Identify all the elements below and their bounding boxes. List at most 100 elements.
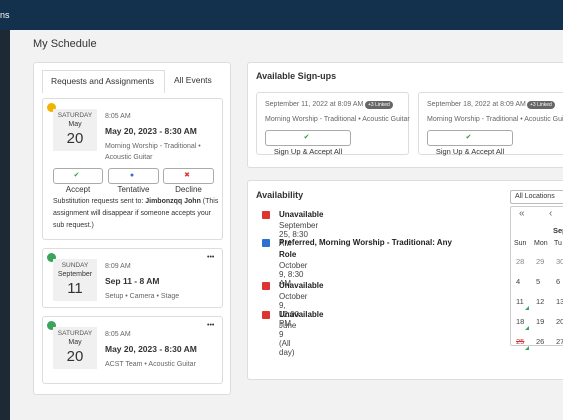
weekday: SATURDAY xyxy=(57,112,93,119)
calendar-day[interactable]: 27 xyxy=(556,337,563,346)
button-icon: ✔ xyxy=(73,172,80,179)
action-button[interactable]: ✖ Decline xyxy=(163,168,214,194)
event-title: Sep 11 - 8 AM xyxy=(105,276,160,286)
month: May xyxy=(68,121,82,128)
weekday-label: Mon xyxy=(534,240,548,247)
linked-badge: +3 Linked xyxy=(365,101,393,109)
date-box: SATURDAY May 20 xyxy=(53,109,97,151)
date-box: SUNDAY September 11 xyxy=(53,259,97,301)
button-label: Decline xyxy=(175,185,202,194)
note-text: (This assignment will disappear if someo… xyxy=(53,198,219,229)
assignment-card: SATURDAY May 20 8:05 AM May 20, 2023 - 8:30 … xyxy=(42,316,223,384)
availability-status: Unavailable xyxy=(279,210,324,219)
calendar-day[interactable]: 18 xyxy=(516,317,525,326)
note-text: Substitution requests sent to: xyxy=(53,198,144,205)
status-icon xyxy=(47,321,56,330)
day: 11 xyxy=(67,280,83,297)
assignment-card: SUNDAY September 11 8:09 AM Sep 11 - 8 AM Set… xyxy=(42,248,223,308)
calendar-day[interactable]: 19 xyxy=(536,317,545,326)
event-details: ACST Team • Acoustic Guitar xyxy=(105,361,196,368)
event-details: Setup • Camera • Stage xyxy=(105,293,180,300)
tab[interactable]: All Events xyxy=(174,75,212,85)
signup-details: Morning Worship - Traditional • Acoustic… xyxy=(427,116,563,123)
availability-panel: Availability Unavailable September 25, 8:… xyxy=(247,180,563,380)
day: 20 xyxy=(66,348,84,365)
month-label: Sep xyxy=(553,226,563,235)
page-title: My Schedule xyxy=(33,38,97,50)
event-title: May 20, 2023 - 8:30 AM xyxy=(105,344,197,354)
signup-details: Morning Worship - Traditional • Acoustic… xyxy=(265,116,410,123)
menu[interactable]: ••• xyxy=(207,254,215,261)
time: 8:05 AM xyxy=(105,113,131,120)
location-select[interactable]: All Locations xyxy=(510,190,563,204)
available-marker xyxy=(525,326,529,330)
signup-date: September 18, 2022 at 8:09 AM xyxy=(427,101,526,108)
button-label: Tentative xyxy=(117,185,150,194)
signups-panel: Available Sign-ups September 11, 2022 at… xyxy=(247,62,563,168)
availability-status: Unavailable xyxy=(279,310,324,319)
calendar-day[interactable]: 26 xyxy=(536,337,545,346)
sidebar xyxy=(0,30,10,420)
calendar-day[interactable]: 28 xyxy=(516,257,525,266)
calendar-day[interactable]: 25 xyxy=(516,337,525,346)
section-title: Available Sign-ups xyxy=(256,71,337,81)
availability-icon xyxy=(262,311,270,319)
calendar-day[interactable]: 20 xyxy=(556,317,563,326)
calendar-day[interactable]: 6 xyxy=(556,277,561,286)
calendar-day[interactable]: 5 xyxy=(536,277,541,286)
event-details: Morning Worship - Traditional • Acoustic… xyxy=(105,143,201,161)
tab-label: Requests and Assignments xyxy=(51,76,155,86)
tab-active[interactable]: Requests and Assignments xyxy=(42,70,165,93)
nav-button[interactable]: ‹ xyxy=(549,208,553,219)
availability-detail: October 9, 12:00 PM xyxy=(279,292,308,328)
availability-detail: September 25, 8:30 AM xyxy=(279,221,319,248)
weekday: SATURDAY xyxy=(57,330,93,337)
menu[interactable]: ••• xyxy=(207,322,215,329)
button-icon: ✔ xyxy=(303,134,310,141)
signup-card: September 18, 2022 at 8:09 AM +3 Linked Mo… xyxy=(418,92,563,156)
calendar-day[interactable]: 4 xyxy=(516,277,521,286)
select-label: All Locations xyxy=(515,193,555,200)
button-icon: ✔ xyxy=(465,134,472,141)
brand: ns xyxy=(0,10,10,20)
weekday-label: Tu xyxy=(554,240,562,247)
status-icon xyxy=(47,253,56,262)
button-label: Sign Up & Accept All xyxy=(435,147,505,156)
action-button[interactable]: ✔ Accept xyxy=(53,168,103,194)
month: May xyxy=(68,339,82,346)
nav-button[interactable]: « xyxy=(519,208,525,219)
weekday-label: Sun xyxy=(514,240,527,247)
calendar-day[interactable]: 29 xyxy=(536,257,545,266)
calendar-day[interactable]: 30 xyxy=(556,257,563,266)
weekday: SUNDAY xyxy=(61,262,89,269)
action-button[interactable]: ● Tentative xyxy=(108,168,159,194)
availability-icon xyxy=(262,239,270,247)
date-box: SATURDAY May 20 xyxy=(53,327,97,369)
section-title: Availability xyxy=(256,190,304,200)
button-icon: ● xyxy=(129,172,135,179)
availability-status: Unavailable xyxy=(279,281,324,290)
available-marker xyxy=(525,346,529,350)
availability-status: Preferred, Morning Worship - Traditional… xyxy=(279,238,452,259)
time: 8:05 AM xyxy=(105,331,131,338)
calendar: « ‹ Sep Sun Mon Tu 28 29 30 4 5 6 11 12 13 18 19 20 25 26… xyxy=(510,206,563,350)
signup-date: September 11, 2022 at 8:09 AM xyxy=(265,101,364,108)
signup-card: September 11, 2022 at 8:09 AM +3 Linked Mo… xyxy=(256,92,410,156)
status-icon xyxy=(47,103,56,112)
button-label: Sign Up & Accept All xyxy=(273,147,343,156)
availability-icon xyxy=(262,282,270,290)
day: 20 xyxy=(66,130,84,147)
calendar-day[interactable]: 13 xyxy=(556,297,563,306)
availability-detail: October 9, 8:30 AM xyxy=(279,261,308,288)
button-icon: ✖ xyxy=(184,172,190,179)
signup-button[interactable]: ✔ Sign Up & Accept All xyxy=(265,130,351,156)
available-marker xyxy=(525,306,529,310)
signup-button[interactable]: ✔ Sign Up & Accept All xyxy=(427,130,513,156)
button-label: Accept xyxy=(65,185,91,194)
calendar-day[interactable]: 11 xyxy=(516,297,524,306)
availability-detail: June 9 (All day) xyxy=(279,321,297,357)
calendar-day[interactable]: 12 xyxy=(536,297,545,306)
top-bar: ns xyxy=(0,0,563,30)
sub-note: Substitution requests sent to: Jimbonzqq… xyxy=(53,196,221,232)
